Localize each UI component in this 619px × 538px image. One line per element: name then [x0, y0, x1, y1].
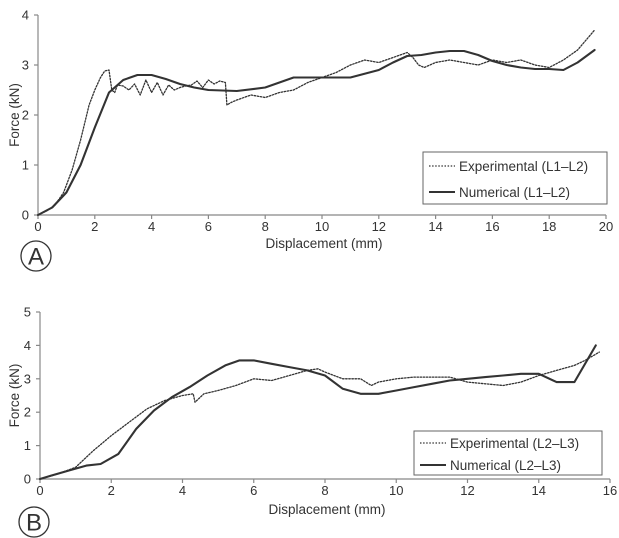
x-tick-label: 18	[542, 219, 556, 234]
x-axis-title: Displacement (mm)	[268, 502, 385, 517]
x-tick-label: 2	[108, 483, 115, 498]
legend: Experimental (L2–L3) Numerical (L2–L3)	[413, 430, 603, 476]
x-tick-label: 12	[460, 483, 474, 498]
y-tick-label: 3	[22, 58, 29, 73]
x-tick-label: 0	[36, 483, 43, 498]
y-tick-label: 4	[22, 8, 29, 23]
x-tick-label: 12	[372, 219, 386, 234]
legend-label: Numerical (L2–L3)	[450, 458, 561, 473]
x-tick-label: 16	[485, 219, 499, 234]
series-line-numerical	[36, 48, 596, 217]
series-line-experimental	[39, 351, 600, 480]
x-tick-label: 8	[321, 483, 328, 498]
x-tick-label: 14	[428, 219, 442, 234]
x-tick-label: 4	[148, 219, 155, 234]
legend-label: Numerical (L1–L2)	[459, 185, 570, 200]
x-tick-label: 0	[34, 219, 41, 234]
y-tick-label: 4	[24, 338, 31, 353]
panel-label-circle	[18, 506, 50, 538]
x-tick-label: 8	[262, 219, 269, 234]
series-line-numerical	[38, 344, 597, 481]
x-tick-label: 10	[389, 483, 403, 498]
legend-box	[413, 430, 603, 476]
legend-box	[422, 151, 608, 205]
y-tick-label: 2	[22, 108, 29, 123]
panel-label-circle	[20, 240, 52, 272]
y-tick-label: 5	[24, 305, 31, 320]
legend: Experimental (L1–L2) Numerical (L1–L2)	[422, 151, 608, 205]
x-tick-label: 14	[532, 483, 546, 498]
panel-label: B	[18, 506, 50, 538]
y-tick-label: 0	[24, 472, 31, 487]
y-axis-title: Force (kN)	[7, 364, 22, 428]
y-tick-label: 0	[22, 208, 29, 223]
y-axis-title: Force (kN)	[7, 83, 22, 147]
panel-label-letter: B	[26, 510, 42, 537]
legend-label: Experimental (L2–L3)	[450, 436, 579, 451]
x-tick-label: 2	[91, 219, 98, 234]
y-tick-label: 3	[24, 371, 31, 386]
y-tick-label: 2	[24, 405, 31, 420]
panel-label-letter: A	[28, 244, 44, 271]
x-tick-label: 4	[179, 483, 186, 498]
x-tick-label: 6	[250, 483, 257, 498]
x-tick-label: 20	[599, 219, 613, 234]
panel-label: A	[20, 240, 52, 272]
x-axis-title: Displacement (mm)	[265, 236, 382, 251]
legend-label: Experimental (L1–L2)	[459, 159, 588, 174]
series-line-experimental	[37, 29, 596, 216]
x-tick-label: 6	[205, 219, 212, 234]
y-tick-label: 1	[24, 438, 31, 453]
x-tick-label: 10	[315, 219, 329, 234]
y-tick-label: 1	[22, 158, 29, 173]
x-tick-label: 16	[603, 483, 617, 498]
